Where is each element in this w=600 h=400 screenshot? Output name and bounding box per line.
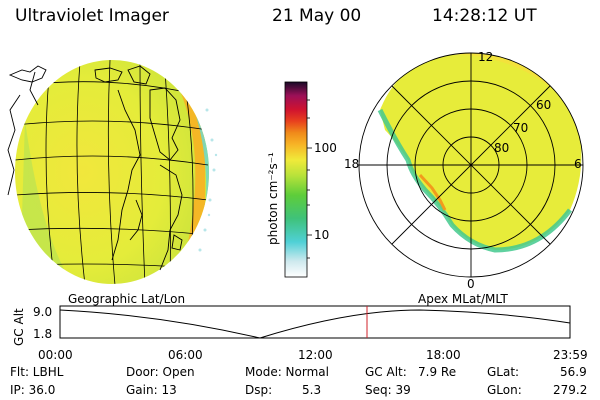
- color-scale-ticks: [307, 99, 312, 259]
- date-label: 21 May 00: [272, 6, 362, 26]
- time-tick-1800: 18:00: [426, 348, 461, 362]
- glat-label: GLat:: [487, 365, 520, 379]
- glon-label: GLon:: [487, 383, 522, 397]
- alt-tick-max: 9.0: [33, 305, 52, 319]
- earth-disk-image: [7, 60, 218, 284]
- colorbar-tick-10: 10: [314, 228, 329, 242]
- dsp-value: 5.3: [302, 383, 322, 397]
- polar-grid: [358, 52, 584, 278]
- limb-orange-band: [170, 70, 205, 275]
- aurora-green-edge: [377, 108, 572, 253]
- limb-speckle: [198, 108, 218, 252]
- coastlines: [7, 65, 183, 271]
- color-scale-bar: [284, 81, 308, 278]
- earth-disk: [15, 60, 209, 284]
- instrument-title: Ultraviolet Imager: [15, 6, 169, 26]
- geographic-caption: Geographic Lat/Lon: [68, 292, 185, 306]
- aurora-orange-spots: [418, 173, 447, 211]
- colorbar-tick-100: 100: [314, 141, 337, 155]
- colorbar-units-label: photon cm⁻²s⁻¹: [266, 152, 280, 245]
- altitude-curve: [59, 309, 571, 339]
- time-tick-0000: 00:00: [38, 348, 73, 362]
- mode-info: Mode: Normal: [245, 365, 329, 379]
- glat-value: 56.9: [560, 365, 587, 379]
- mlat-label-60: 60: [536, 98, 551, 112]
- aurora-fill: [380, 54, 582, 250]
- glon-value: 279.2: [553, 383, 588, 397]
- time-label: 14:28:12 UT: [432, 6, 537, 26]
- mlat-label-70: 70: [513, 121, 528, 135]
- mlat-label-80: 80: [494, 141, 509, 155]
- time-tick-1200: 12:00: [298, 348, 333, 362]
- dsp-label: Dsp:: [245, 383, 273, 397]
- filter-info: Flt: LBHL: [10, 365, 64, 379]
- altitude-plot-frame: [59, 305, 571, 339]
- alt-tick-min: 1.8: [33, 327, 52, 341]
- gc-alt-label: GC Alt:: [365, 365, 407, 379]
- gc-alt-value: 7.9 Re: [418, 365, 457, 379]
- time-tick-2359: 23:59: [553, 348, 588, 362]
- mlt-label-12: 12: [478, 50, 493, 64]
- mlt-label-0: 0: [467, 277, 475, 291]
- apex-caption: Apex MLat/MLT: [418, 292, 508, 306]
- gain-info: Gain: 13: [126, 383, 177, 397]
- seq-info: Seq: 39: [365, 383, 411, 397]
- mlt-label-6: 6: [574, 157, 582, 171]
- alt-axis-label: GC Alt: [12, 308, 26, 346]
- ip-info: IP: 36.0: [10, 383, 56, 397]
- mlt-label-18: 18: [344, 157, 359, 171]
- polar-aurora-plot: 12 18 6 0 60 70 80: [344, 50, 584, 291]
- door-info: Door: Open: [126, 365, 195, 379]
- time-tick-0600: 06:00: [168, 348, 203, 362]
